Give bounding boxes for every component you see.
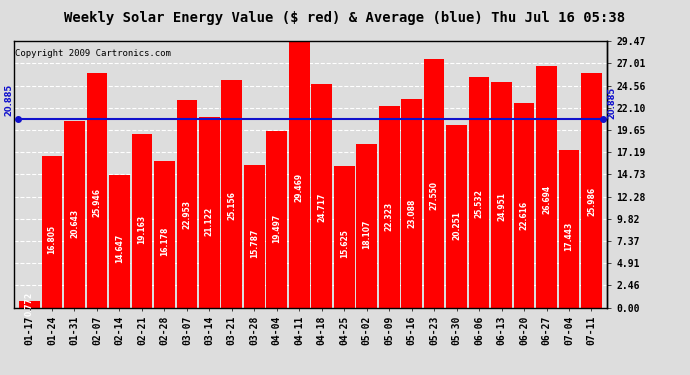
Text: 17.443: 17.443 [564,222,573,251]
Text: 19.497: 19.497 [273,214,282,243]
Bar [446,124,467,308]
Bar [491,82,512,308]
Bar [289,41,310,308]
Bar [132,134,152,308]
Bar [581,73,602,308]
Text: 18.107: 18.107 [362,219,371,249]
Bar [379,106,400,308]
Bar [334,166,355,308]
Text: Copyright 2009 Cartronics.com: Copyright 2009 Cartronics.com [15,49,171,58]
Text: 15.625: 15.625 [339,230,348,258]
Text: 22.323: 22.323 [384,202,394,231]
Text: 16.178: 16.178 [160,227,169,256]
Text: 20.885: 20.885 [5,84,14,116]
Text: 22.616: 22.616 [520,201,529,230]
Text: 20.251: 20.251 [452,211,461,240]
Bar [19,300,40,307]
Bar [244,165,265,308]
Bar [41,156,62,308]
Text: 25.986: 25.986 [587,187,596,216]
Text: 14.647: 14.647 [115,233,124,262]
Bar [424,58,444,308]
Text: 24.951: 24.951 [497,192,506,220]
Text: 20.643: 20.643 [70,209,79,238]
Bar [266,131,287,308]
Text: 21.122: 21.122 [205,207,214,236]
Text: 25.946: 25.946 [92,188,101,216]
Bar [64,121,85,308]
Text: 19.163: 19.163 [137,215,146,244]
Bar [311,84,332,308]
Text: 0.772: 0.772 [25,292,34,316]
Bar [109,175,130,308]
Text: 22.953: 22.953 [182,200,191,229]
Text: 29.469: 29.469 [295,173,304,202]
Text: 20.885: 20.885 [607,87,616,119]
Bar [402,99,422,308]
Bar [154,161,175,308]
Text: 23.088: 23.088 [407,199,416,228]
Bar [356,144,377,308]
Bar [536,66,557,308]
Text: 16.805: 16.805 [48,225,57,254]
Text: 27.550: 27.550 [430,181,439,210]
Text: 25.156: 25.156 [227,191,237,220]
Bar [559,150,580,308]
Bar [221,80,242,308]
Text: Weekly Solar Energy Value ($ red) & Average (blue) Thu Jul 16 05:38: Weekly Solar Energy Value ($ red) & Aver… [64,11,626,25]
Text: 24.717: 24.717 [317,192,326,222]
Bar [177,100,197,308]
Bar [199,117,219,308]
Bar [513,103,534,308]
Text: 25.532: 25.532 [475,189,484,218]
Bar [87,73,108,308]
Bar [469,77,489,308]
Text: 15.787: 15.787 [250,229,259,258]
Text: 26.694: 26.694 [542,184,551,213]
